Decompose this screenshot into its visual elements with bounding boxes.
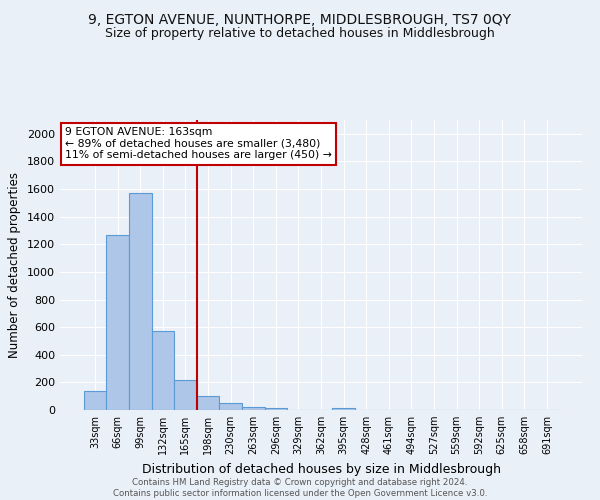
Bar	[265, 408, 287, 410]
Text: 9 EGTON AVENUE: 163sqm
← 89% of detached houses are smaller (3,480)
11% of semi-: 9 EGTON AVENUE: 163sqm ← 89% of detached…	[65, 127, 332, 160]
Bar	[84, 390, 106, 410]
Bar	[174, 380, 197, 410]
Text: Size of property relative to detached houses in Middlesbrough: Size of property relative to detached ho…	[105, 28, 495, 40]
Bar	[242, 406, 265, 410]
Y-axis label: Number of detached properties: Number of detached properties	[8, 172, 22, 358]
Text: Contains HM Land Registry data © Crown copyright and database right 2024.
Contai: Contains HM Land Registry data © Crown c…	[113, 478, 487, 498]
Text: 9, EGTON AVENUE, NUNTHORPE, MIDDLESBROUGH, TS7 0QY: 9, EGTON AVENUE, NUNTHORPE, MIDDLESBROUG…	[89, 12, 511, 26]
Bar	[197, 396, 220, 410]
Bar	[332, 408, 355, 410]
X-axis label: Distribution of detached houses by size in Middlesbrough: Distribution of detached houses by size …	[142, 462, 500, 475]
Bar	[106, 234, 129, 410]
Bar	[220, 403, 242, 410]
Bar	[152, 332, 174, 410]
Bar	[129, 193, 152, 410]
